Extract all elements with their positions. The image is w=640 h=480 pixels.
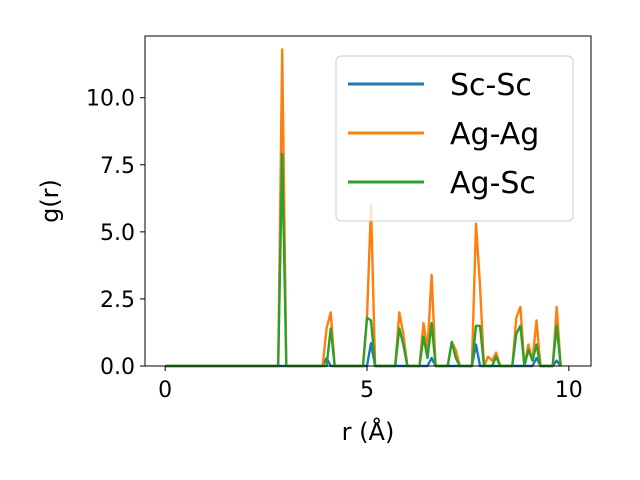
- y-tick-label: 0.0: [100, 355, 135, 380]
- ticks-layer: 0 5 10 0.0 2.5 5.0 7.5 10.0: [86, 87, 583, 403]
- y-tick-label: 2.5: [100, 288, 135, 313]
- x-tick-label: 5: [360, 378, 374, 403]
- x-tick-label: 10: [555, 378, 583, 403]
- y-tick-label: 10.0: [86, 87, 135, 112]
- legend-label-0: Sc-Sc: [450, 68, 532, 103]
- x-axis-label: r (Å): [342, 417, 395, 446]
- plot-frame: [144, 35, 592, 367]
- legend-label-1: Ag-Ag: [450, 117, 539, 152]
- y-tick-label: 7.5: [100, 154, 135, 179]
- x-tick-label: 0: [158, 378, 172, 403]
- y-tick-label: 5.0: [100, 221, 135, 246]
- y-axis-label: g(r): [36, 179, 64, 223]
- legend: Sc-Sc Ag-Ag Ag-Sc: [335, 55, 574, 222]
- legend-box: [335, 55, 574, 222]
- legend-label-2: Ag-Sc: [450, 166, 536, 201]
